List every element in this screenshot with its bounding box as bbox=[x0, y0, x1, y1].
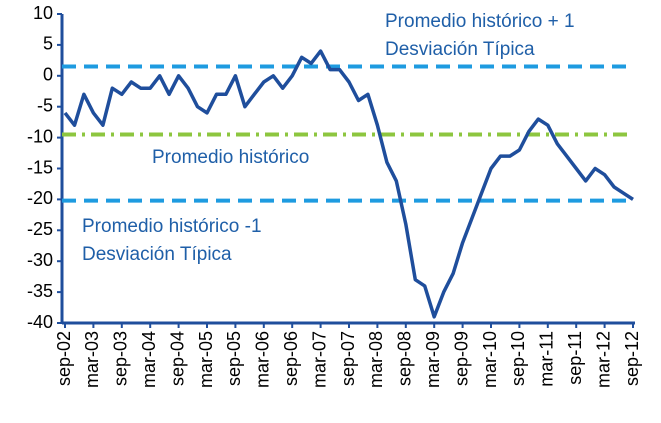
x-tick-label: mar-06 bbox=[253, 331, 273, 388]
x-tick-label: mar-10 bbox=[480, 331, 500, 388]
x-tick-label: sep-05 bbox=[224, 331, 244, 386]
y-tick-label: 5 bbox=[43, 34, 53, 54]
series-line bbox=[63, 49, 634, 319]
y-tick-label: -35 bbox=[27, 281, 53, 301]
y-tick-label: -10 bbox=[27, 126, 53, 146]
x-tick-label: mar-05 bbox=[196, 331, 216, 388]
x-tick-label: sep-09 bbox=[451, 331, 471, 386]
y-tick-label: -25 bbox=[27, 219, 53, 239]
y-tick-label: -40 bbox=[27, 312, 53, 332]
annotation: Promedio histórico + 1 bbox=[385, 11, 575, 32]
y-tick-label: -20 bbox=[27, 188, 53, 208]
x-tick-label: mar-09 bbox=[423, 331, 443, 388]
x-tick-label: sep-12 bbox=[622, 331, 642, 386]
x-tick-label: sep-08 bbox=[395, 331, 415, 386]
x-tick-label: sep-07 bbox=[338, 331, 358, 386]
y-tick-label: 0 bbox=[43, 65, 53, 85]
y-tick-label: 10 bbox=[33, 3, 53, 23]
y-tick-label: -15 bbox=[27, 157, 53, 177]
x-tick-label: mar-03 bbox=[82, 331, 102, 388]
x-tick-label: sep-06 bbox=[281, 331, 301, 386]
x-tick-label: sep-03 bbox=[111, 331, 131, 386]
annotation: Promedio histórico bbox=[152, 147, 309, 168]
x-tick-label: mar-07 bbox=[309, 331, 329, 388]
x-tick-label: sep-02 bbox=[54, 331, 74, 386]
x-tick-label: mar-04 bbox=[139, 331, 159, 388]
x-tick-label: mar-12 bbox=[593, 331, 613, 388]
x-tick-label: sep-11 bbox=[565, 331, 585, 385]
annotation: Desviación Típica bbox=[82, 244, 232, 265]
y-tick-label: -5 bbox=[37, 95, 53, 115]
x-tick-label: sep-04 bbox=[167, 331, 187, 386]
x-tick-label: mar-11 bbox=[537, 331, 557, 387]
annotation: Desviación Típica bbox=[385, 39, 535, 60]
annotation: Promedio histórico -1 bbox=[82, 216, 262, 237]
x-tick-label: sep-10 bbox=[508, 331, 528, 386]
y-tick-label: -30 bbox=[27, 250, 53, 270]
x-tick-label: mar-08 bbox=[366, 331, 386, 388]
